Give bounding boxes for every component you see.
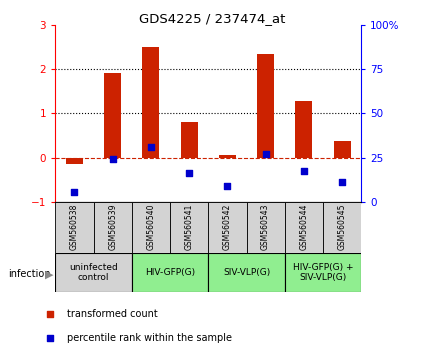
Bar — [142, 47, 159, 158]
Bar — [208, 202, 246, 253]
Point — [186, 171, 193, 176]
Text: GDS4225 / 237474_at: GDS4225 / 237474_at — [139, 12, 286, 25]
Text: HIV-GFP(G) +
SIV-VLP(G): HIV-GFP(G) + SIV-VLP(G) — [293, 263, 353, 282]
Text: GSM560541: GSM560541 — [184, 203, 194, 250]
Text: infection: infection — [8, 269, 51, 279]
Point — [147, 144, 154, 150]
Point — [224, 183, 231, 189]
Bar — [323, 202, 361, 253]
Text: GSM560543: GSM560543 — [261, 203, 270, 250]
Bar — [285, 253, 361, 292]
Point — [300, 168, 307, 174]
Text: transformed count: transformed count — [67, 309, 158, 319]
Point — [71, 189, 78, 195]
Bar — [334, 141, 351, 158]
Text: HIV-GFP(G): HIV-GFP(G) — [145, 268, 195, 277]
Text: uninfected
control: uninfected control — [69, 263, 118, 282]
Bar — [66, 158, 83, 164]
Text: GSM560539: GSM560539 — [108, 203, 117, 250]
Text: SIV-VLP(G): SIV-VLP(G) — [223, 268, 270, 277]
Text: GSM560540: GSM560540 — [146, 203, 156, 250]
Bar — [257, 53, 274, 158]
Bar — [94, 202, 132, 253]
Text: GSM560544: GSM560544 — [299, 203, 309, 250]
Bar — [170, 202, 208, 253]
Bar — [104, 74, 121, 158]
Bar — [246, 202, 285, 253]
Bar — [132, 253, 208, 292]
Point — [294, 238, 301, 243]
Bar — [181, 122, 198, 158]
Bar — [208, 253, 285, 292]
Bar — [219, 155, 236, 158]
Bar — [132, 202, 170, 253]
Bar — [285, 202, 323, 253]
Bar — [55, 202, 94, 253]
Bar — [295, 101, 312, 158]
Point — [109, 156, 116, 162]
Point — [294, 20, 301, 25]
Text: GSM560542: GSM560542 — [223, 203, 232, 250]
Text: percentile rank within the sample: percentile rank within the sample — [67, 333, 232, 343]
Text: ▶: ▶ — [45, 269, 53, 279]
Point — [339, 179, 346, 185]
Point — [262, 152, 269, 157]
Text: GSM560545: GSM560545 — [337, 203, 347, 250]
Bar — [55, 253, 132, 292]
Text: GSM560538: GSM560538 — [70, 203, 79, 250]
